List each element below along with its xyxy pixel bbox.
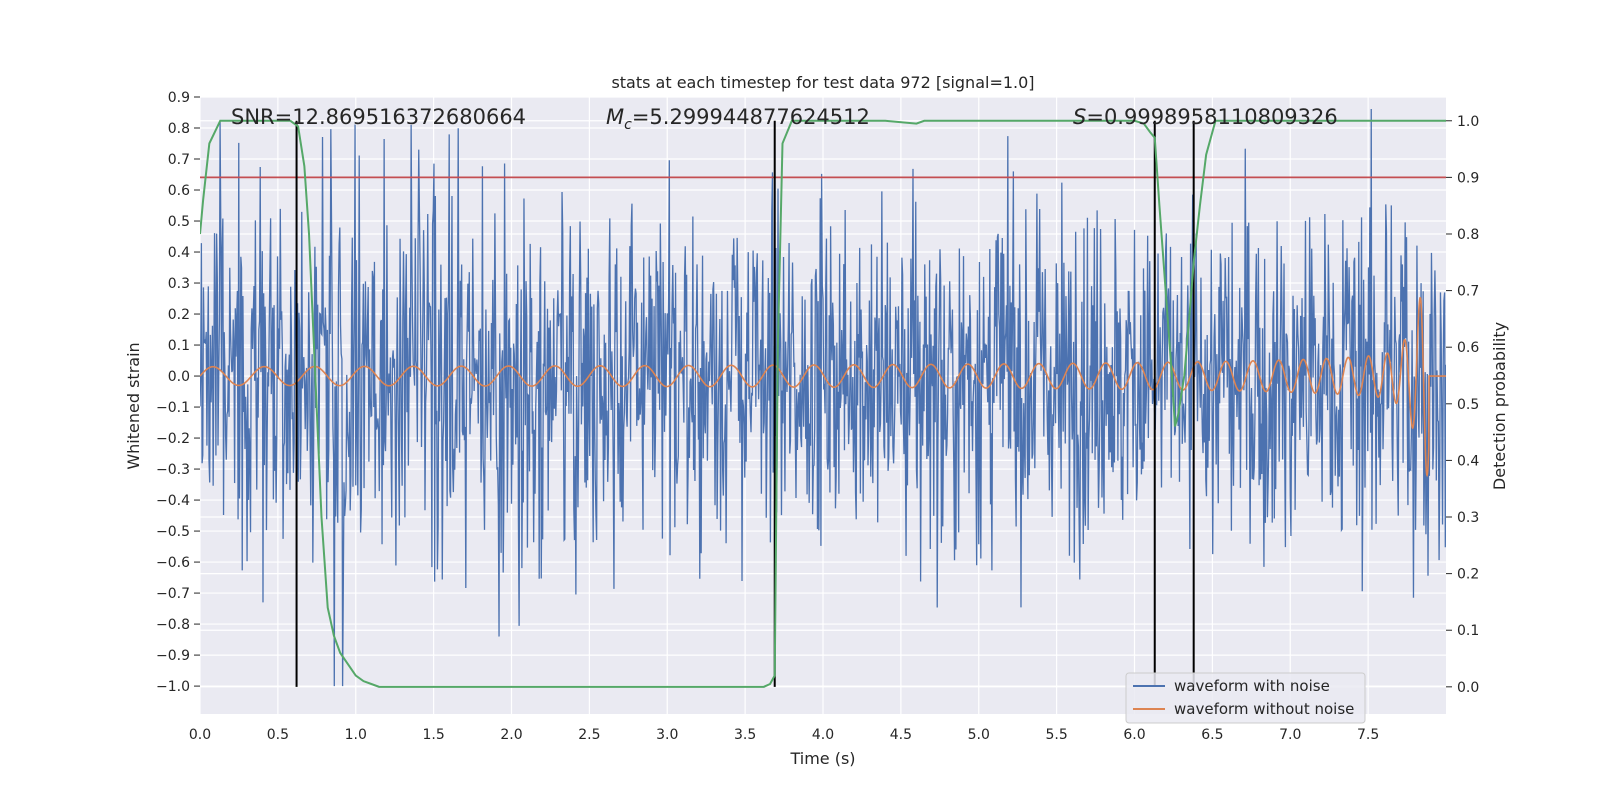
spin-value: =0.9998958110809326 <box>1086 105 1337 129</box>
y-tick-label-left: −0.8 <box>156 617 190 633</box>
x-tick-label: 2.0 <box>500 727 522 743</box>
y-tick-label-left: −0.2 <box>156 431 190 447</box>
y-tick-label-left: −0.1 <box>156 400 190 416</box>
x-tick-label: 0.0 <box>189 727 211 743</box>
x-tick-label: 0.5 <box>267 727 289 743</box>
spin-symbol: S <box>1073 105 1086 129</box>
y-tick-label-left: 0.6 <box>168 183 190 199</box>
y-tick-label-left: 0.9 <box>168 90 190 106</box>
y-tick-label-left: 0.3 <box>168 276 190 292</box>
y-tick-label-left: 0.8 <box>168 121 190 137</box>
y-tick-label-right: 1.0 <box>1457 114 1479 130</box>
y-tick-label-right: 0.0 <box>1457 680 1479 696</box>
y-tick-label-left: −0.3 <box>156 462 190 478</box>
y-axis-left-ticks: 0.9 0.8 0.7 0.6 0.5 0.4 0.3 0.2 0.1 0.0 −0.1 −0.2 −0… <box>156 90 200 695</box>
chirp-mass-annotation: Mc=5.299944877624512 <box>606 105 870 133</box>
noise-trace <box>200 108 1446 687</box>
legend: waveform with noise waveform without noi… <box>1125 672 1366 724</box>
y-tick-label-right: 0.7 <box>1457 284 1479 300</box>
y-tick-label-right: 0.6 <box>1457 340 1479 356</box>
legend-box <box>1125 672 1366 724</box>
x-tick-label: 7.5 <box>1357 727 1379 743</box>
y-tick-label-left: −0.4 <box>156 493 190 509</box>
y-tick-label-left: −1.0 <box>156 679 190 695</box>
y-tick-label-left: −0.5 <box>156 524 190 540</box>
y-tick-label-left: −0.6 <box>156 555 190 571</box>
x-axis-ticks: 0.0 0.5 1.0 1.5 2.0 2.5 3.0 3.5 4.0 4.5 5.0 5.5 6.0 6… <box>189 727 1379 743</box>
y-axis-right-ticks: 1.0 0.9 0.8 0.7 0.6 0.5 0.4 0.3 0.2 0.1 0.0 <box>1446 114 1479 696</box>
chirp-trace <box>200 296 1446 478</box>
spin-annotation: S=0.9998958110809326 <box>1073 105 1338 129</box>
legend-label-noise: waveform with noise <box>1174 677 1330 695</box>
x-tick-label: 4.0 <box>812 727 834 743</box>
x-tick-label: 3.5 <box>734 727 756 743</box>
series-waveform-without-noise <box>200 296 1446 478</box>
x-tick-label: 1.0 <box>345 727 367 743</box>
y-axis-right-label: Detection probability <box>1490 322 1509 490</box>
chirp-mass-symbol: M <box>606 105 624 129</box>
x-tick-label: 5.0 <box>968 727 990 743</box>
x-tick-label: 4.5 <box>890 727 912 743</box>
y-tick-label-left: 0.7 <box>168 152 190 168</box>
x-tick-label: 6.0 <box>1123 727 1145 743</box>
chirp-mass-subscript: c <box>624 117 632 133</box>
y-tick-label-right: 0.9 <box>1457 170 1479 186</box>
y-tick-label-left: 0.5 <box>168 214 190 230</box>
y-tick-label-left: −0.9 <box>156 648 190 664</box>
y-tick-label-left: 0.1 <box>168 338 190 354</box>
x-tick-label: 6.5 <box>1201 727 1223 743</box>
legend-label-chirp: waveform without noise <box>1174 700 1354 718</box>
series-waveform-with-noise <box>200 108 1446 687</box>
x-tick-label: 1.5 <box>422 727 444 743</box>
snr-annotation: SNR=12.869516372680664 <box>231 105 526 129</box>
y-tick-label-right: 0.1 <box>1457 623 1479 639</box>
y-tick-label-right: 0.8 <box>1457 227 1479 243</box>
y-axis-left-label: Whitened strain <box>124 342 143 469</box>
y-tick-label-right: 0.4 <box>1457 453 1479 469</box>
y-tick-label-right: 0.5 <box>1457 397 1479 413</box>
chirp-mass-value: =5.299944877624512 <box>632 105 870 129</box>
y-tick-label-right: 0.2 <box>1457 567 1479 583</box>
y-tick-label-right: 0.3 <box>1457 510 1479 526</box>
x-tick-label: 7.0 <box>1279 727 1301 743</box>
y-tick-label-left: 0.0 <box>168 369 190 385</box>
y-tick-label-left: 0.4 <box>168 245 190 261</box>
series-detection-probability <box>200 119 1446 688</box>
chart-title: stats at each timestep for test data 972… <box>611 73 1034 92</box>
probability-trace <box>200 119 1446 688</box>
x-tick-label: 2.5 <box>578 727 600 743</box>
x-tick-label: 5.5 <box>1045 727 1067 743</box>
x-axis-label: Time (s) <box>789 749 855 768</box>
x-tick-label: 3.0 <box>656 727 678 743</box>
y-tick-label-left: 0.2 <box>168 307 190 323</box>
y-tick-label-left: −0.7 <box>156 586 190 602</box>
